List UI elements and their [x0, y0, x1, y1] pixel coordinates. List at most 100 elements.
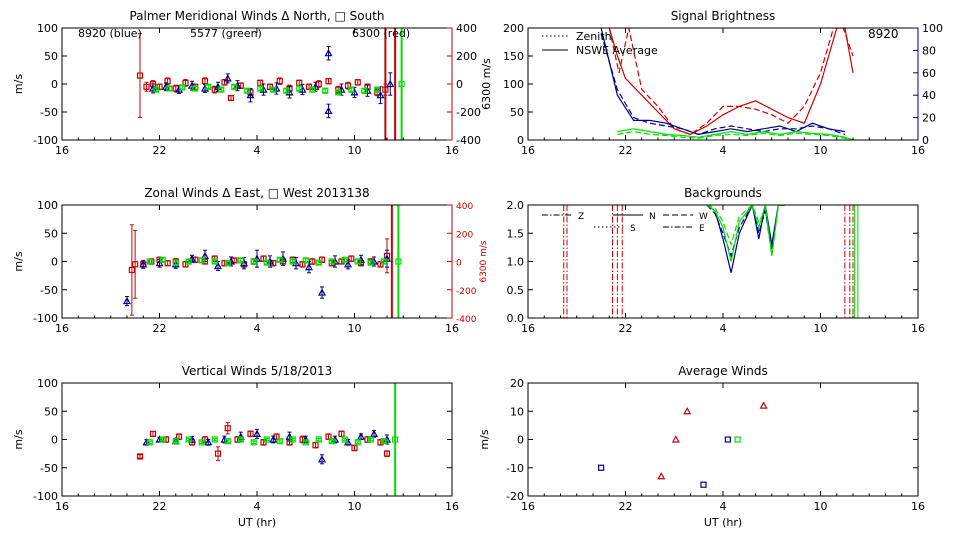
y2-axis-label: 6300 m/s	[479, 240, 489, 283]
y2-tick-label: -400	[456, 134, 481, 147]
data-point-square	[185, 258, 192, 265]
data-point-triangle	[386, 79, 395, 88]
y2-tick-label: 80	[922, 44, 936, 57]
data-point-triangle	[683, 406, 692, 415]
plot-area-avg	[598, 401, 768, 488]
data-point-square	[159, 256, 166, 263]
data-point-square	[598, 464, 605, 471]
data-point-square	[348, 255, 355, 262]
data-point-square	[309, 86, 316, 93]
data-point-square	[276, 78, 283, 85]
y-tick-label: 100	[503, 78, 524, 91]
data-point-square	[344, 82, 352, 89]
data-point-triangle	[259, 85, 268, 93]
data-point-square	[192, 85, 199, 92]
y-tick-label: -10	[506, 462, 524, 475]
annotation-label: 5577 (green)	[190, 27, 262, 40]
data-point-square	[205, 83, 212, 90]
data-point-square	[237, 436, 244, 443]
data-point-square	[260, 255, 267, 262]
data-point-square	[172, 438, 179, 445]
plot-frame	[61, 27, 453, 141]
annotation-label: 6300 (red)	[352, 27, 410, 40]
y-tick-label: 0	[51, 78, 58, 91]
panel-vert: Vertical Winds 5/18/2013 16 22 4 10 16 100 50 0 -…	[12, 364, 459, 529]
data-point-square	[179, 84, 186, 91]
series-line	[617, 130, 854, 140]
y-tick-label: 200	[503, 22, 524, 35]
x-tick-label: 16	[911, 500, 925, 513]
data-point-square	[289, 436, 296, 443]
data-point-triangle	[376, 90, 385, 99]
data-point-square	[270, 260, 277, 267]
data-point-square	[192, 256, 199, 263]
x-tick-label: 4	[254, 322, 261, 335]
data-point-triangle	[200, 251, 210, 259]
data-point-triangle	[330, 257, 340, 265]
data-point-square	[351, 444, 358, 452]
data-point-square	[224, 438, 231, 445]
y-tick-label: 0.5	[507, 284, 525, 297]
plot-area-bright	[600, 28, 854, 140]
data-point-square	[224, 260, 231, 267]
y-tick-label: 10	[510, 405, 524, 418]
data-point-square	[312, 442, 319, 449]
data-point-square	[146, 258, 153, 265]
x-tick-label: 10	[348, 500, 362, 513]
data-point-square	[250, 258, 257, 265]
y2-tick-label: 400	[456, 22, 477, 35]
chart-title: Average Winds	[678, 364, 768, 378]
series-line	[617, 128, 854, 140]
x-axis-label: UT (hr)	[704, 516, 742, 529]
data-point-square	[398, 80, 405, 88]
data-point-square	[341, 436, 348, 443]
data-point-square	[354, 439, 361, 446]
plot-frame	[527, 204, 919, 319]
chart-title: Palmer Meridional Winds Δ North, □ South	[129, 9, 384, 23]
data-point-triangle	[187, 435, 197, 443]
data-point-square	[263, 259, 270, 266]
x-tick-label: 10	[348, 144, 362, 157]
y-tick-label: 100	[37, 377, 58, 390]
data-point-square	[146, 439, 153, 446]
y2-tick-label: -200	[456, 106, 481, 119]
data-point-square	[299, 261, 306, 268]
legend-label: S	[630, 224, 636, 234]
data-point-square	[159, 436, 166, 443]
data-point-triangle	[155, 435, 164, 443]
data-point-triangle	[252, 429, 262, 437]
data-point-square	[270, 86, 277, 93]
x-tick-label: 16	[55, 144, 69, 157]
data-point-square	[296, 85, 303, 92]
x-tick-label: 22	[619, 144, 633, 157]
data-point-triangle	[122, 296, 132, 305]
x-tick-label: 16	[911, 144, 925, 157]
chart-title: Signal Brightness	[671, 9, 776, 23]
data-point-square	[276, 438, 283, 445]
y-tick-label: 50	[44, 405, 58, 418]
y-tick-label: -50	[40, 284, 58, 297]
data-point-square	[364, 436, 371, 443]
data-point-square	[296, 79, 303, 86]
data-point-square	[224, 425, 231, 432]
plot-frame	[61, 382, 453, 497]
y2-tick-label: 60	[922, 67, 936, 80]
data-point-triangle	[269, 435, 278, 443]
data-point-square	[325, 433, 332, 440]
y-tick-label: -50	[40, 106, 58, 119]
data-point-square	[257, 85, 264, 92]
data-point-square	[263, 436, 270, 443]
y-tick-label: 150	[503, 50, 524, 63]
data-point-square	[322, 87, 329, 94]
legend-label: E	[699, 224, 705, 234]
x-tick-label: 16	[445, 144, 459, 157]
data-point-triangle	[657, 471, 666, 480]
legend-label: Zenith	[576, 30, 612, 43]
y2-tick-label: 40	[922, 89, 936, 102]
data-point-square	[247, 430, 254, 437]
x-tick-label: 16	[55, 322, 69, 335]
data-point-square	[724, 436, 731, 443]
y-axis-label: m/s	[12, 429, 25, 449]
data-point-square	[214, 450, 222, 457]
